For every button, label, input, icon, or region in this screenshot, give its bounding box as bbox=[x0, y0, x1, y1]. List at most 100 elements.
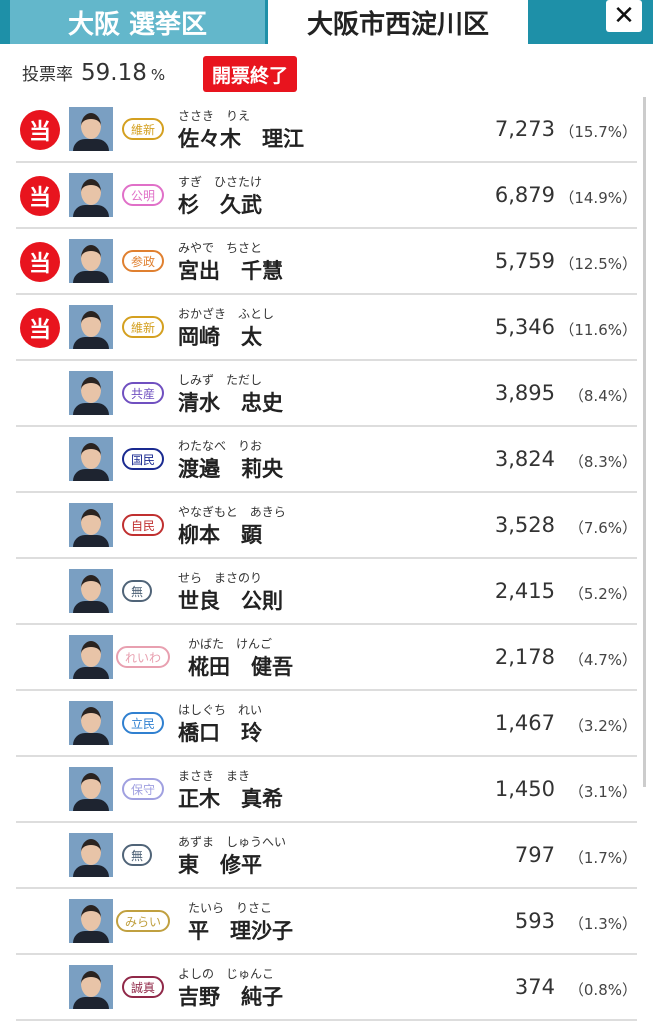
party-badge: 無 bbox=[122, 580, 153, 602]
candidate-row[interactable]: 当 維新 ささき りえ 佐々木 理江 7,273 （15.7%） bbox=[16, 97, 637, 163]
candidate-photo bbox=[69, 503, 113, 547]
vote-count: 1,467 bbox=[494, 711, 555, 735]
vote-count: 2,178 bbox=[494, 645, 555, 669]
candidate-name: 杉 久武 bbox=[178, 193, 262, 217]
candidate-name: 正木 真希 bbox=[178, 787, 283, 811]
vote-count: 1,450 bbox=[494, 777, 555, 801]
candidate-row[interactable]: れいわ かばた けんご 椛田 健吾 2,178 （4.7%） bbox=[16, 625, 637, 691]
candidate-row[interactable]: 誠真 よしの じゅんこ 吉野 純子 374 （0.8%） bbox=[16, 955, 637, 1021]
candidate-kana: わたなべ りお bbox=[178, 439, 263, 453]
candidate-name: 柳本 顕 bbox=[178, 523, 262, 547]
candidate-photo bbox=[69, 701, 113, 745]
candidate-kana: あずま しゅうへい bbox=[178, 835, 287, 849]
candidate-photo bbox=[69, 239, 113, 283]
party-badge: 国民 bbox=[122, 448, 165, 470]
candidate-kana: たいら りさこ bbox=[188, 901, 273, 915]
vote-share: （4.7%） bbox=[568, 651, 637, 669]
turnout-label: 投票率 bbox=[22, 65, 73, 85]
candidate-row[interactable]: 無 せら まさのり 世良 公則 2,415 （5.2%） bbox=[16, 559, 637, 625]
candidate-kana: まさき まき bbox=[178, 769, 251, 783]
candidate-photo bbox=[69, 833, 113, 877]
close-icon: ✕ bbox=[613, 1, 635, 31]
party-badge: 参政 bbox=[122, 250, 165, 272]
vote-share: （3.1%） bbox=[568, 783, 637, 801]
candidate-row[interactable]: 保守 まさき まき 正木 真希 1,450 （3.1%） bbox=[16, 757, 637, 823]
candidate-photo bbox=[69, 371, 113, 415]
turnout: 投票率 59.18 % bbox=[22, 60, 165, 86]
vote-count: 3,824 bbox=[494, 447, 555, 471]
candidate-photo bbox=[69, 569, 113, 613]
candidate-list: 当 維新 ささき りえ 佐々木 理江 7,273 （15.7%）当 公明 すぎ … bbox=[16, 97, 637, 1021]
vote-share: （12.5%） bbox=[559, 255, 637, 273]
vote-share: （15.7%） bbox=[559, 123, 637, 141]
vote-share: （3.2%） bbox=[568, 717, 637, 735]
candidate-row[interactable]: 当 参政 みやで ちさと 宮出 千慧 5,759 （12.5%） bbox=[16, 229, 637, 295]
candidate-name: 東 修平 bbox=[178, 853, 262, 877]
vote-count: 7,273 bbox=[494, 117, 555, 141]
party-badge: 公明 bbox=[122, 184, 165, 206]
candidate-photo bbox=[69, 635, 113, 679]
vote-count: 3,528 bbox=[494, 513, 555, 537]
vote-count: 374 bbox=[514, 975, 555, 999]
candidate-row[interactable]: 自民 やなぎもと あきら 柳本 顕 3,528 （7.6%） bbox=[16, 493, 637, 559]
candidate-photo bbox=[69, 173, 113, 217]
party-badge: 無 bbox=[122, 844, 153, 866]
candidate-row[interactable]: 無 あずま しゅうへい 東 修平 797 （1.7%） bbox=[16, 823, 637, 889]
candidate-photo bbox=[69, 899, 113, 943]
candidate-row[interactable]: 当 維新 おかざき ふとし 岡崎 太 5,346 （11.6%） bbox=[16, 295, 637, 361]
candidate-kana: かばた けんご bbox=[188, 637, 273, 651]
tab-prefecture[interactable]: 大阪 選挙区 bbox=[10, 0, 265, 44]
candidate-kana: よしの じゅんこ bbox=[178, 967, 275, 981]
candidate-name: 吉野 純子 bbox=[178, 985, 283, 1009]
candidate-kana: ささき りえ bbox=[178, 109, 251, 123]
vote-share: （8.3%） bbox=[568, 453, 637, 471]
elected-mark: 当 bbox=[20, 176, 60, 216]
candidate-kana: すぎ ひさたけ bbox=[178, 175, 263, 189]
candidate-name: 宮出 千慧 bbox=[178, 259, 283, 283]
party-badge: 共産 bbox=[122, 382, 165, 404]
candidate-row[interactable]: 共産 しみず ただし 清水 忠史 3,895 （8.4%） bbox=[16, 361, 637, 427]
vote-count: 593 bbox=[514, 909, 555, 933]
candidate-row[interactable]: 国民 わたなべ りお 渡邉 莉央 3,824 （8.3%） bbox=[16, 427, 637, 493]
scrollbar[interactable] bbox=[643, 97, 646, 787]
candidate-row[interactable]: 当 公明 すぎ ひさたけ 杉 久武 6,879 （14.9%） bbox=[16, 163, 637, 229]
candidate-kana: おかざき ふとし bbox=[178, 307, 275, 321]
candidate-name: 渡邉 莉央 bbox=[178, 457, 283, 481]
vote-count: 6,879 bbox=[494, 183, 555, 207]
elected-mark: 当 bbox=[20, 110, 60, 150]
vote-count: 2,415 bbox=[494, 579, 555, 603]
vote-share: （7.6%） bbox=[568, 519, 637, 537]
vote-share: （5.2%） bbox=[568, 585, 637, 603]
candidate-kana: みやで ちさと bbox=[178, 241, 263, 255]
elected-mark: 当 bbox=[20, 308, 60, 348]
candidate-name: 清水 忠史 bbox=[178, 391, 283, 415]
vote-count: 797 bbox=[514, 843, 555, 867]
candidate-name: 岡崎 太 bbox=[178, 325, 262, 349]
party-badge: 維新 bbox=[122, 316, 165, 338]
vote-count: 5,759 bbox=[494, 249, 555, 273]
party-badge: 自民 bbox=[122, 514, 165, 536]
vote-share: （8.4%） bbox=[568, 387, 637, 405]
candidate-name: 橋口 玲 bbox=[178, 721, 262, 745]
party-badge: れいわ bbox=[116, 646, 171, 668]
candidate-photo bbox=[69, 107, 113, 151]
party-badge: 誠真 bbox=[122, 976, 165, 998]
elected-mark: 当 bbox=[20, 242, 60, 282]
party-badge: 保守 bbox=[122, 778, 165, 800]
tab-ward[interactable]: 大阪市西淀川区 bbox=[268, 0, 528, 44]
vote-count: 5,346 bbox=[494, 315, 555, 339]
candidate-name: 椛田 健吾 bbox=[188, 655, 293, 679]
candidate-row[interactable]: 立民 はしぐち れい 橋口 玲 1,467 （3.2%） bbox=[16, 691, 637, 757]
close-button[interactable]: ✕ bbox=[606, 0, 642, 32]
vote-share: （0.8%） bbox=[568, 981, 637, 999]
candidate-photo bbox=[69, 965, 113, 1009]
candidate-photo bbox=[69, 767, 113, 811]
candidate-photo bbox=[69, 305, 113, 349]
top-bar: 大阪 選挙区 大阪市西淀川区 ✕ bbox=[0, 0, 653, 44]
candidate-kana: せら まさのり bbox=[178, 571, 263, 585]
candidate-name: 世良 公則 bbox=[178, 589, 283, 613]
turnout-unit: % bbox=[150, 66, 166, 84]
candidate-row[interactable]: みらい たいら りさこ 平 理沙子 593 （1.3%） bbox=[16, 889, 637, 955]
candidate-kana: やなぎもと あきら bbox=[178, 505, 286, 519]
candidate-kana: しみず ただし bbox=[178, 373, 263, 387]
